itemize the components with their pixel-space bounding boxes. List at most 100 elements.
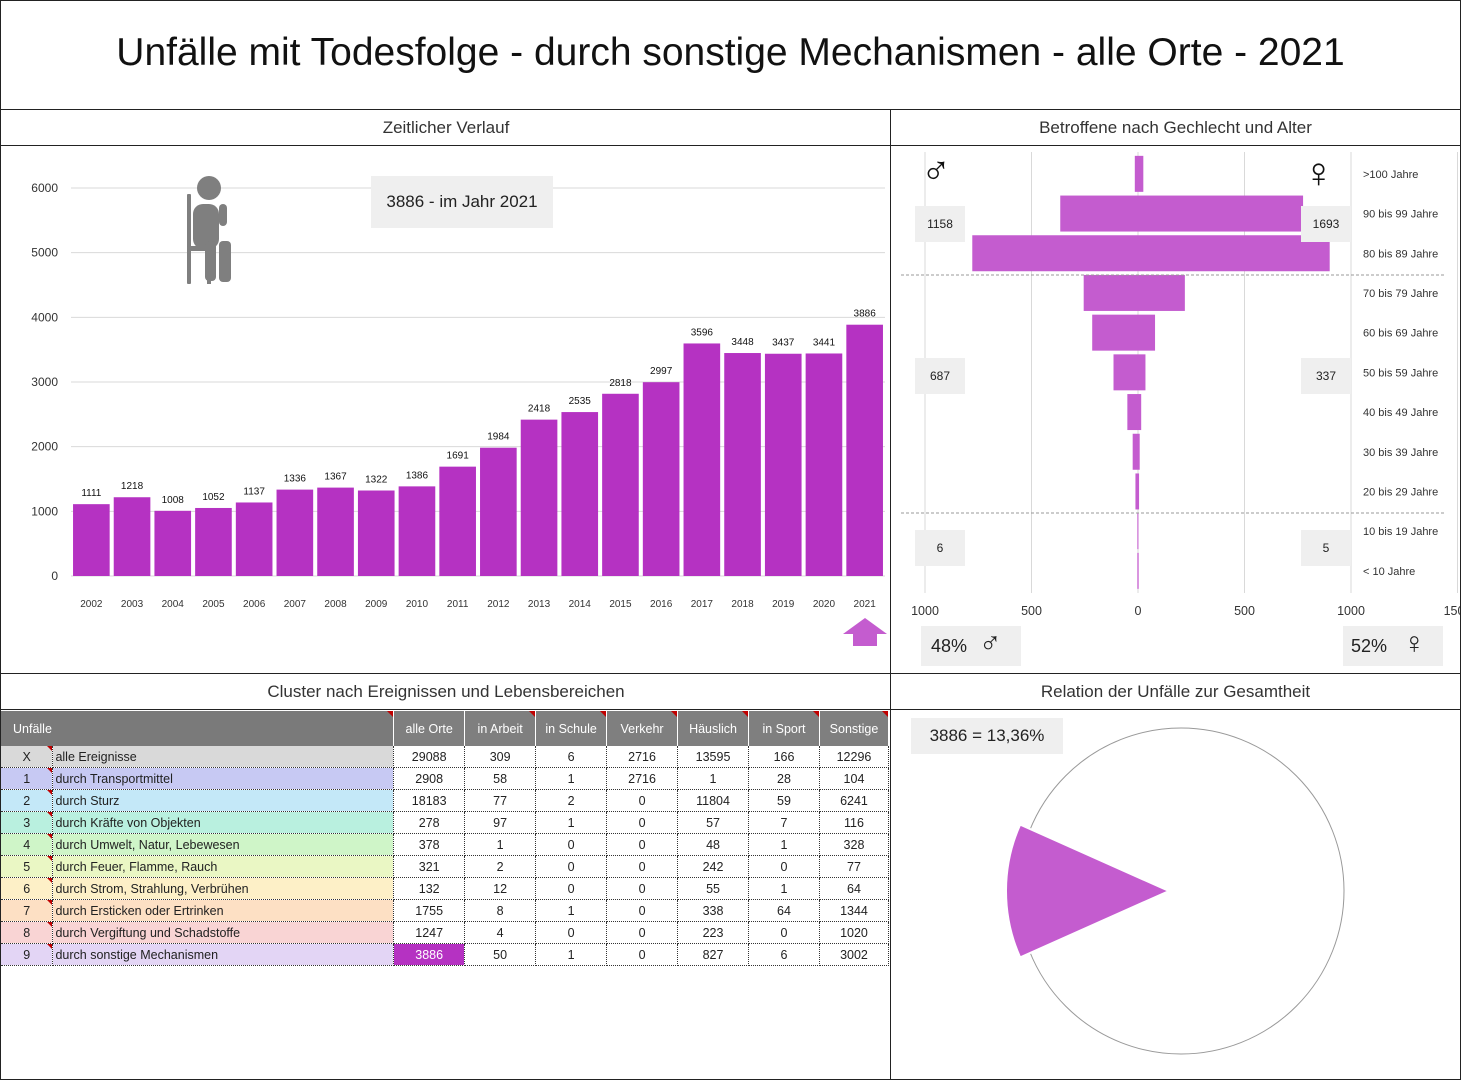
table-cell: 3886 [393, 943, 466, 966]
table-cell: 0 [606, 811, 679, 834]
bar-2021 [846, 324, 883, 576]
row-label: durch Vergiftung und Schadstoffe [52, 921, 395, 944]
bar-value-label: 3437 [772, 338, 795, 349]
comment-marker-icon [387, 711, 394, 717]
table-cell: 18183 [393, 789, 466, 812]
male-symbol-icon: ♂ [921, 149, 951, 193]
relation-panel: Relation der Unfälle zur Gesamtheit 3886… [890, 673, 1461, 1080]
bar-2015 [602, 393, 639, 576]
bar-2006 [235, 502, 273, 576]
bar-2003 [113, 497, 151, 576]
y-tick-label: 6000 [31, 181, 58, 195]
column-header-label: in Arbeit [477, 721, 523, 736]
male-count-young: 6 [915, 530, 965, 566]
x-tick-label: 0 [1135, 604, 1142, 618]
table-cell: 1 [464, 833, 537, 856]
bar-2002 [73, 504, 110, 576]
row-index-label: 1 [23, 771, 31, 786]
table-cell: 1755 [393, 899, 466, 922]
table-cell: 166 [748, 746, 820, 768]
comment-marker-icon [47, 856, 53, 861]
bar-2019 [764, 353, 802, 576]
table-cell: 2 [464, 855, 537, 878]
row-index-label: 3 [23, 815, 31, 830]
bar-value-label: 1111 [81, 488, 101, 499]
timeline-info-box: 3886 - im Jahr 2021 [371, 176, 553, 228]
male-bar [972, 235, 1138, 272]
table-cell: 0 [606, 921, 679, 944]
comment-marker-icon [47, 746, 53, 751]
bar-2016 [642, 382, 680, 576]
x-tick-label: 2017 [691, 599, 714, 610]
row-index-label: 8 [23, 925, 31, 940]
row-index-label: X [22, 749, 31, 764]
bar-value-label: 1008 [162, 495, 185, 506]
bar-value-label: 2997 [650, 366, 673, 377]
row-index: 1 [1, 767, 54, 790]
bar-2013 [520, 419, 558, 576]
bar-value-label: 1386 [406, 470, 429, 481]
bar-2017 [683, 343, 721, 576]
row-index: X [1, 746, 54, 768]
bar-value-label: 2818 [609, 378, 632, 389]
row-label: durch Ersticken oder Ertrinken [52, 899, 395, 922]
row-index: 3 [1, 811, 54, 834]
age-group-label: 50 bis 59 Jahre [1363, 367, 1438, 379]
table-cell: 1 [535, 899, 608, 922]
male-bar [1137, 513, 1138, 550]
table-cell: 242 [677, 855, 750, 878]
x-tick-label: 2008 [324, 599, 347, 610]
male-bar [1137, 552, 1138, 589]
table-row: 5 durch Feuer, Flamme, Rauch 321 2 0 0 242 0 77 [1, 855, 890, 878]
column-header-haeuslich: Häuslich [677, 711, 750, 746]
table-cell: 77 [819, 855, 890, 878]
table-cell: 50 [464, 943, 537, 966]
bar-value-label: 2418 [528, 404, 551, 415]
x-tick-label: 2004 [162, 599, 185, 610]
male-count-middle: 687 [915, 358, 965, 394]
timeline-panel-title: Zeitlicher Verlauf [1, 110, 891, 146]
female-symbol-icon: ♀ [1303, 149, 1335, 196]
table-cell: 2908 [393, 767, 466, 790]
bar-2004 [154, 510, 192, 576]
table-cell: 77 [464, 789, 537, 812]
column-header-in-arbeit: in Arbeit [464, 711, 537, 746]
comment-marker-icon [671, 711, 678, 717]
relation-info-box: 3886 = 13,36% [911, 718, 1063, 754]
comment-marker-icon [47, 790, 53, 795]
table-cell: 132 [393, 877, 466, 900]
bar-value-label: 1137 [243, 486, 265, 497]
comment-marker-icon [47, 922, 53, 927]
table-cell: 223 [677, 921, 750, 944]
table-cell: 104 [819, 767, 890, 790]
column-header-in-schule: in Schule [535, 711, 608, 746]
x-tick-label: 2005 [202, 599, 225, 610]
comment-marker-icon [882, 711, 888, 717]
table-cell: 57 [677, 811, 750, 834]
table-cell: 1247 [393, 921, 466, 944]
male-percentage-box: 48% ♂ [921, 626, 1021, 666]
cluster-panel-title: Cluster nach Ereignissen und Lebensberei… [1, 674, 891, 710]
male-bar [1092, 314, 1138, 351]
bar-value-label: 1322 [365, 475, 388, 486]
bar-2020 [805, 353, 843, 576]
bar-value-label: 1367 [324, 472, 347, 483]
bar-value-label: 2535 [569, 396, 592, 407]
male-percentage: 48% [931, 636, 968, 656]
table-cell: 378 [393, 833, 466, 856]
column-header-label: Sonstige [829, 721, 879, 736]
timeline-chart: 1111 1218 1008 1052 1137 1336 1367 1322 1386 1691… [31, 176, 887, 646]
comment-marker-icon [47, 834, 53, 839]
table-cell: 29088 [393, 746, 466, 768]
table-cell: 4 [464, 921, 537, 944]
table-cell: 116 [819, 811, 890, 834]
table-cell: 8 [464, 899, 537, 922]
x-tick-label: 2013 [528, 599, 551, 610]
x-tick-label: 2010 [406, 599, 429, 610]
x-tick-label: 2019 [772, 599, 795, 610]
x-tick-label: 2016 [650, 599, 673, 610]
y-tick-label: 3000 [31, 375, 58, 389]
comment-marker-icon [812, 711, 819, 717]
bar-2007 [276, 489, 314, 576]
table-cell: 58 [464, 767, 537, 790]
